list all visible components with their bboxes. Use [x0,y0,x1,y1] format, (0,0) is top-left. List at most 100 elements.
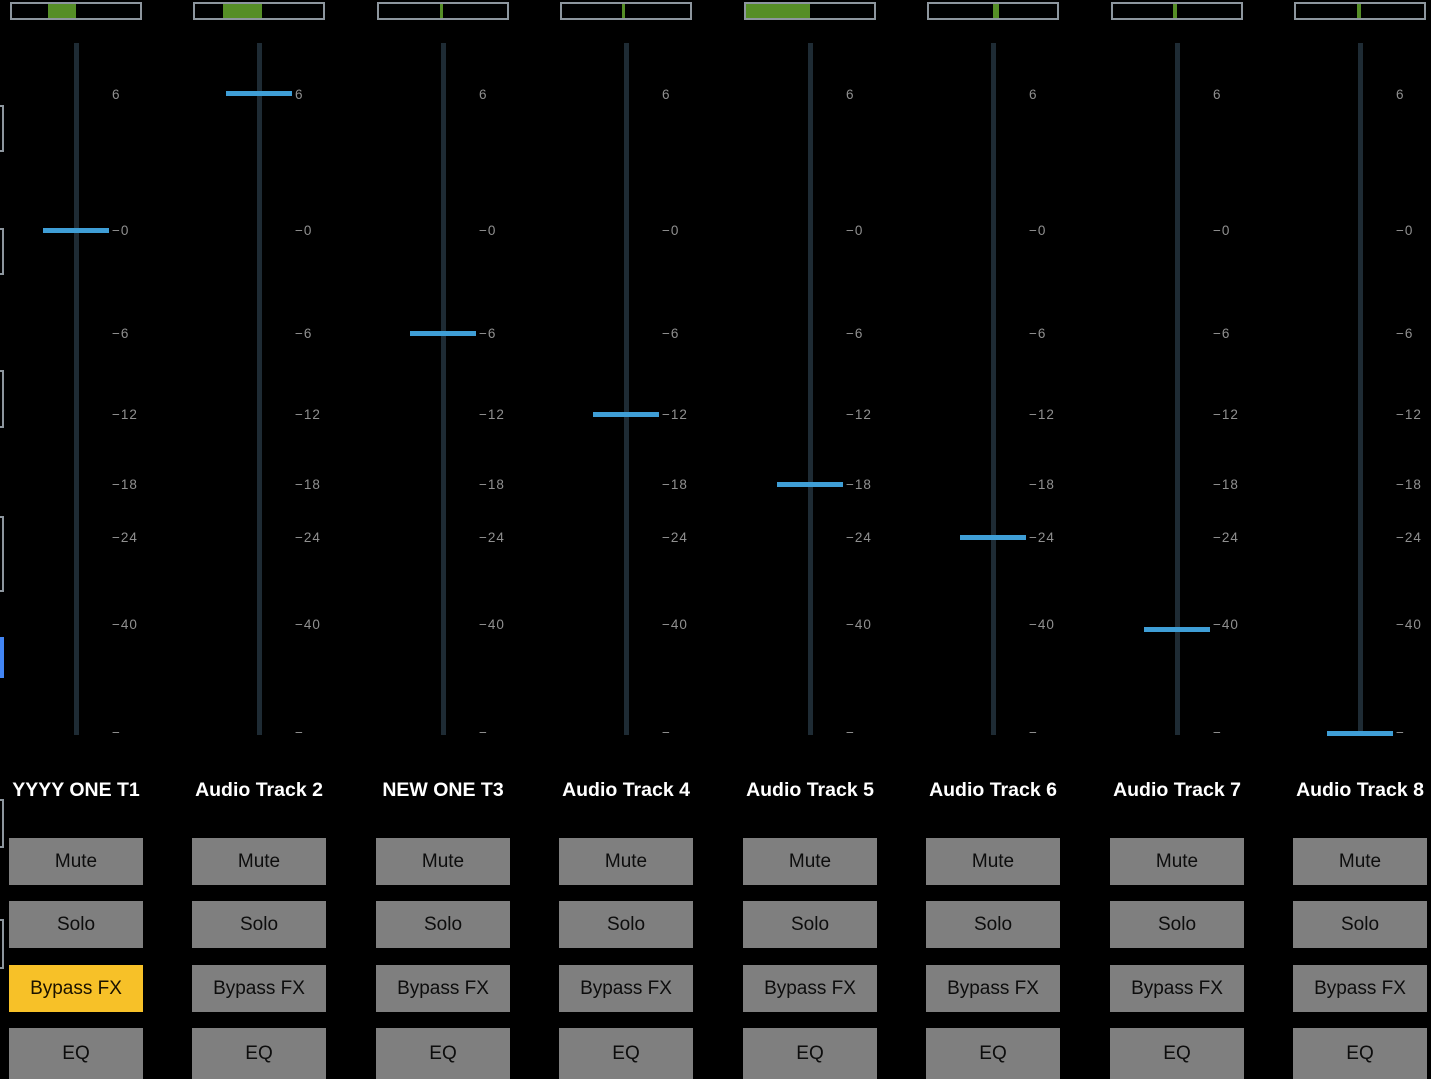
eq-button[interactable]: EQ [1293,1028,1427,1079]
mute-button[interactable]: Mute [376,838,510,885]
track-name-label: Audio Track 5 [746,779,874,801]
fader-scale-label: −6 [479,326,497,341]
level-meter-fill [439,4,443,18]
track-name-label: Audio Track 8 [1296,779,1424,801]
fader-handle[interactable] [410,331,476,336]
solo-button[interactable]: Solo [192,901,326,948]
fader-scale-label: −12 [1396,407,1422,422]
fader-track[interactable] [441,43,446,735]
fader-scale-label: −0 [479,223,497,238]
level-meter [1111,2,1243,20]
fader-scale-label: 6 [1029,87,1038,102]
fader-track[interactable] [808,43,813,735]
solo-button[interactable]: Solo [376,901,510,948]
cut-off-selected-item-fragment [0,637,4,678]
fader-scale-label: −40 [1213,617,1239,632]
eq-button[interactable]: EQ [743,1028,877,1079]
fader-scale-label: −0 [662,223,680,238]
fader-scale-label: −12 [479,407,505,422]
level-meter [193,2,325,20]
eq-button[interactable]: EQ [559,1028,693,1079]
mute-button[interactable]: Mute [743,838,877,885]
track-name-label: Audio Track 2 [195,779,323,801]
fader-scale-label: −40 [846,617,872,632]
level-meter-fill [621,4,626,18]
fader-track[interactable] [991,43,996,735]
solo-button[interactable]: Solo [926,901,1060,948]
mute-button[interactable]: Mute [9,838,143,885]
bypass-fx-button[interactable]: Bypass FX [9,965,143,1012]
fader-scale-label: −24 [1396,530,1422,545]
fader-scale-label: −18 [479,477,505,492]
fader-scale-label: −6 [112,326,130,341]
fader-track[interactable] [624,43,629,735]
bypass-fx-button[interactable]: Bypass FX [559,965,693,1012]
bypass-fx-button[interactable]: Bypass FX [1110,965,1244,1012]
level-meter [377,2,509,20]
channel-strip-2: 6 −0 −6 −12 −18 −24 −40 − Audio Track 2 Mute Sol… [167,0,351,1079]
fader-scale-label: −24 [1029,530,1055,545]
fader-scale-label: −6 [295,326,313,341]
eq-button[interactable]: EQ [192,1028,326,1079]
solo-button[interactable]: Solo [1110,901,1244,948]
solo-button[interactable]: Solo [9,901,143,948]
fader-handle[interactable] [1327,731,1393,736]
fader-scale-label: 6 [662,87,671,102]
mute-button[interactable]: Mute [559,838,693,885]
cut-off-item-fragment [0,799,4,848]
fader-scale-label: −0 [846,223,864,238]
fader-scale-label: −12 [112,407,138,422]
fader-scale-label: −40 [479,617,505,632]
bypass-fx-button[interactable]: Bypass FX [192,965,326,1012]
mute-button[interactable]: Mute [926,838,1060,885]
fader-handle[interactable] [1144,627,1210,632]
bypass-fx-button[interactable]: Bypass FX [743,965,877,1012]
fader-scale-label: −18 [846,477,872,492]
channel-strip-7: 6 −0 −6 −12 −18 −24 −40 − Audio Track 7 Mute Sol… [1085,0,1269,1079]
solo-button[interactable]: Solo [743,901,877,948]
bypass-fx-button[interactable]: Bypass FX [926,965,1060,1012]
fader-scale-label: −40 [1396,617,1422,632]
mute-button[interactable]: Mute [1293,838,1427,885]
track-name-label: Audio Track 7 [1113,779,1241,801]
eq-button[interactable]: EQ [1110,1028,1244,1079]
fader-scale-label: −0 [1396,223,1414,238]
fader-handle[interactable] [226,91,292,96]
fader-scale-label: − [1213,725,1222,740]
fader-scale-label: 6 [295,87,304,102]
fader-scale-label: −18 [1396,477,1422,492]
mute-button[interactable]: Mute [192,838,326,885]
cut-off-item-fragment [0,105,4,152]
fader-track[interactable] [1175,43,1180,735]
fader-scale-label: −0 [295,223,313,238]
track-name-label: Audio Track 6 [929,779,1057,801]
fader-handle[interactable] [960,535,1026,540]
fader-track[interactable] [257,43,262,735]
level-meter-fill [746,4,810,18]
fader-handle[interactable] [777,482,843,487]
fader-scale-label: −12 [662,407,688,422]
eq-button[interactable]: EQ [9,1028,143,1079]
eq-button[interactable]: EQ [376,1028,510,1079]
channel-strip-8: 6 −0 −6 −12 −18 −24 −40 − Audio Track 8 Mute Sol… [1268,0,1431,1079]
solo-button[interactable]: Solo [1293,901,1427,948]
fader-track[interactable] [1358,43,1363,735]
fader-scale-label: −24 [295,530,321,545]
channel-strip-4: 6 −0 −6 −12 −18 −24 −40 − Audio Track 4 Mute Sol… [534,0,718,1079]
bypass-fx-button[interactable]: Bypass FX [1293,965,1427,1012]
cut-off-item-fragment [0,516,4,592]
fader-track[interactable] [74,43,79,735]
fader-handle[interactable] [593,412,659,417]
fader-scale-label: −40 [1029,617,1055,632]
bypass-fx-button[interactable]: Bypass FX [376,965,510,1012]
solo-button[interactable]: Solo [559,901,693,948]
fader-scale-label: −18 [1029,477,1055,492]
fader-scale-label: −18 [112,477,138,492]
fader-scale-label: −18 [1213,477,1239,492]
mute-button[interactable]: Mute [1110,838,1244,885]
track-name-label: YYYY ONE T1 [12,779,140,801]
fader-scale-label: −40 [112,617,138,632]
fader-handle[interactable] [43,228,109,233]
eq-button[interactable]: EQ [926,1028,1060,1079]
fader-scale-label: 6 [479,87,488,102]
